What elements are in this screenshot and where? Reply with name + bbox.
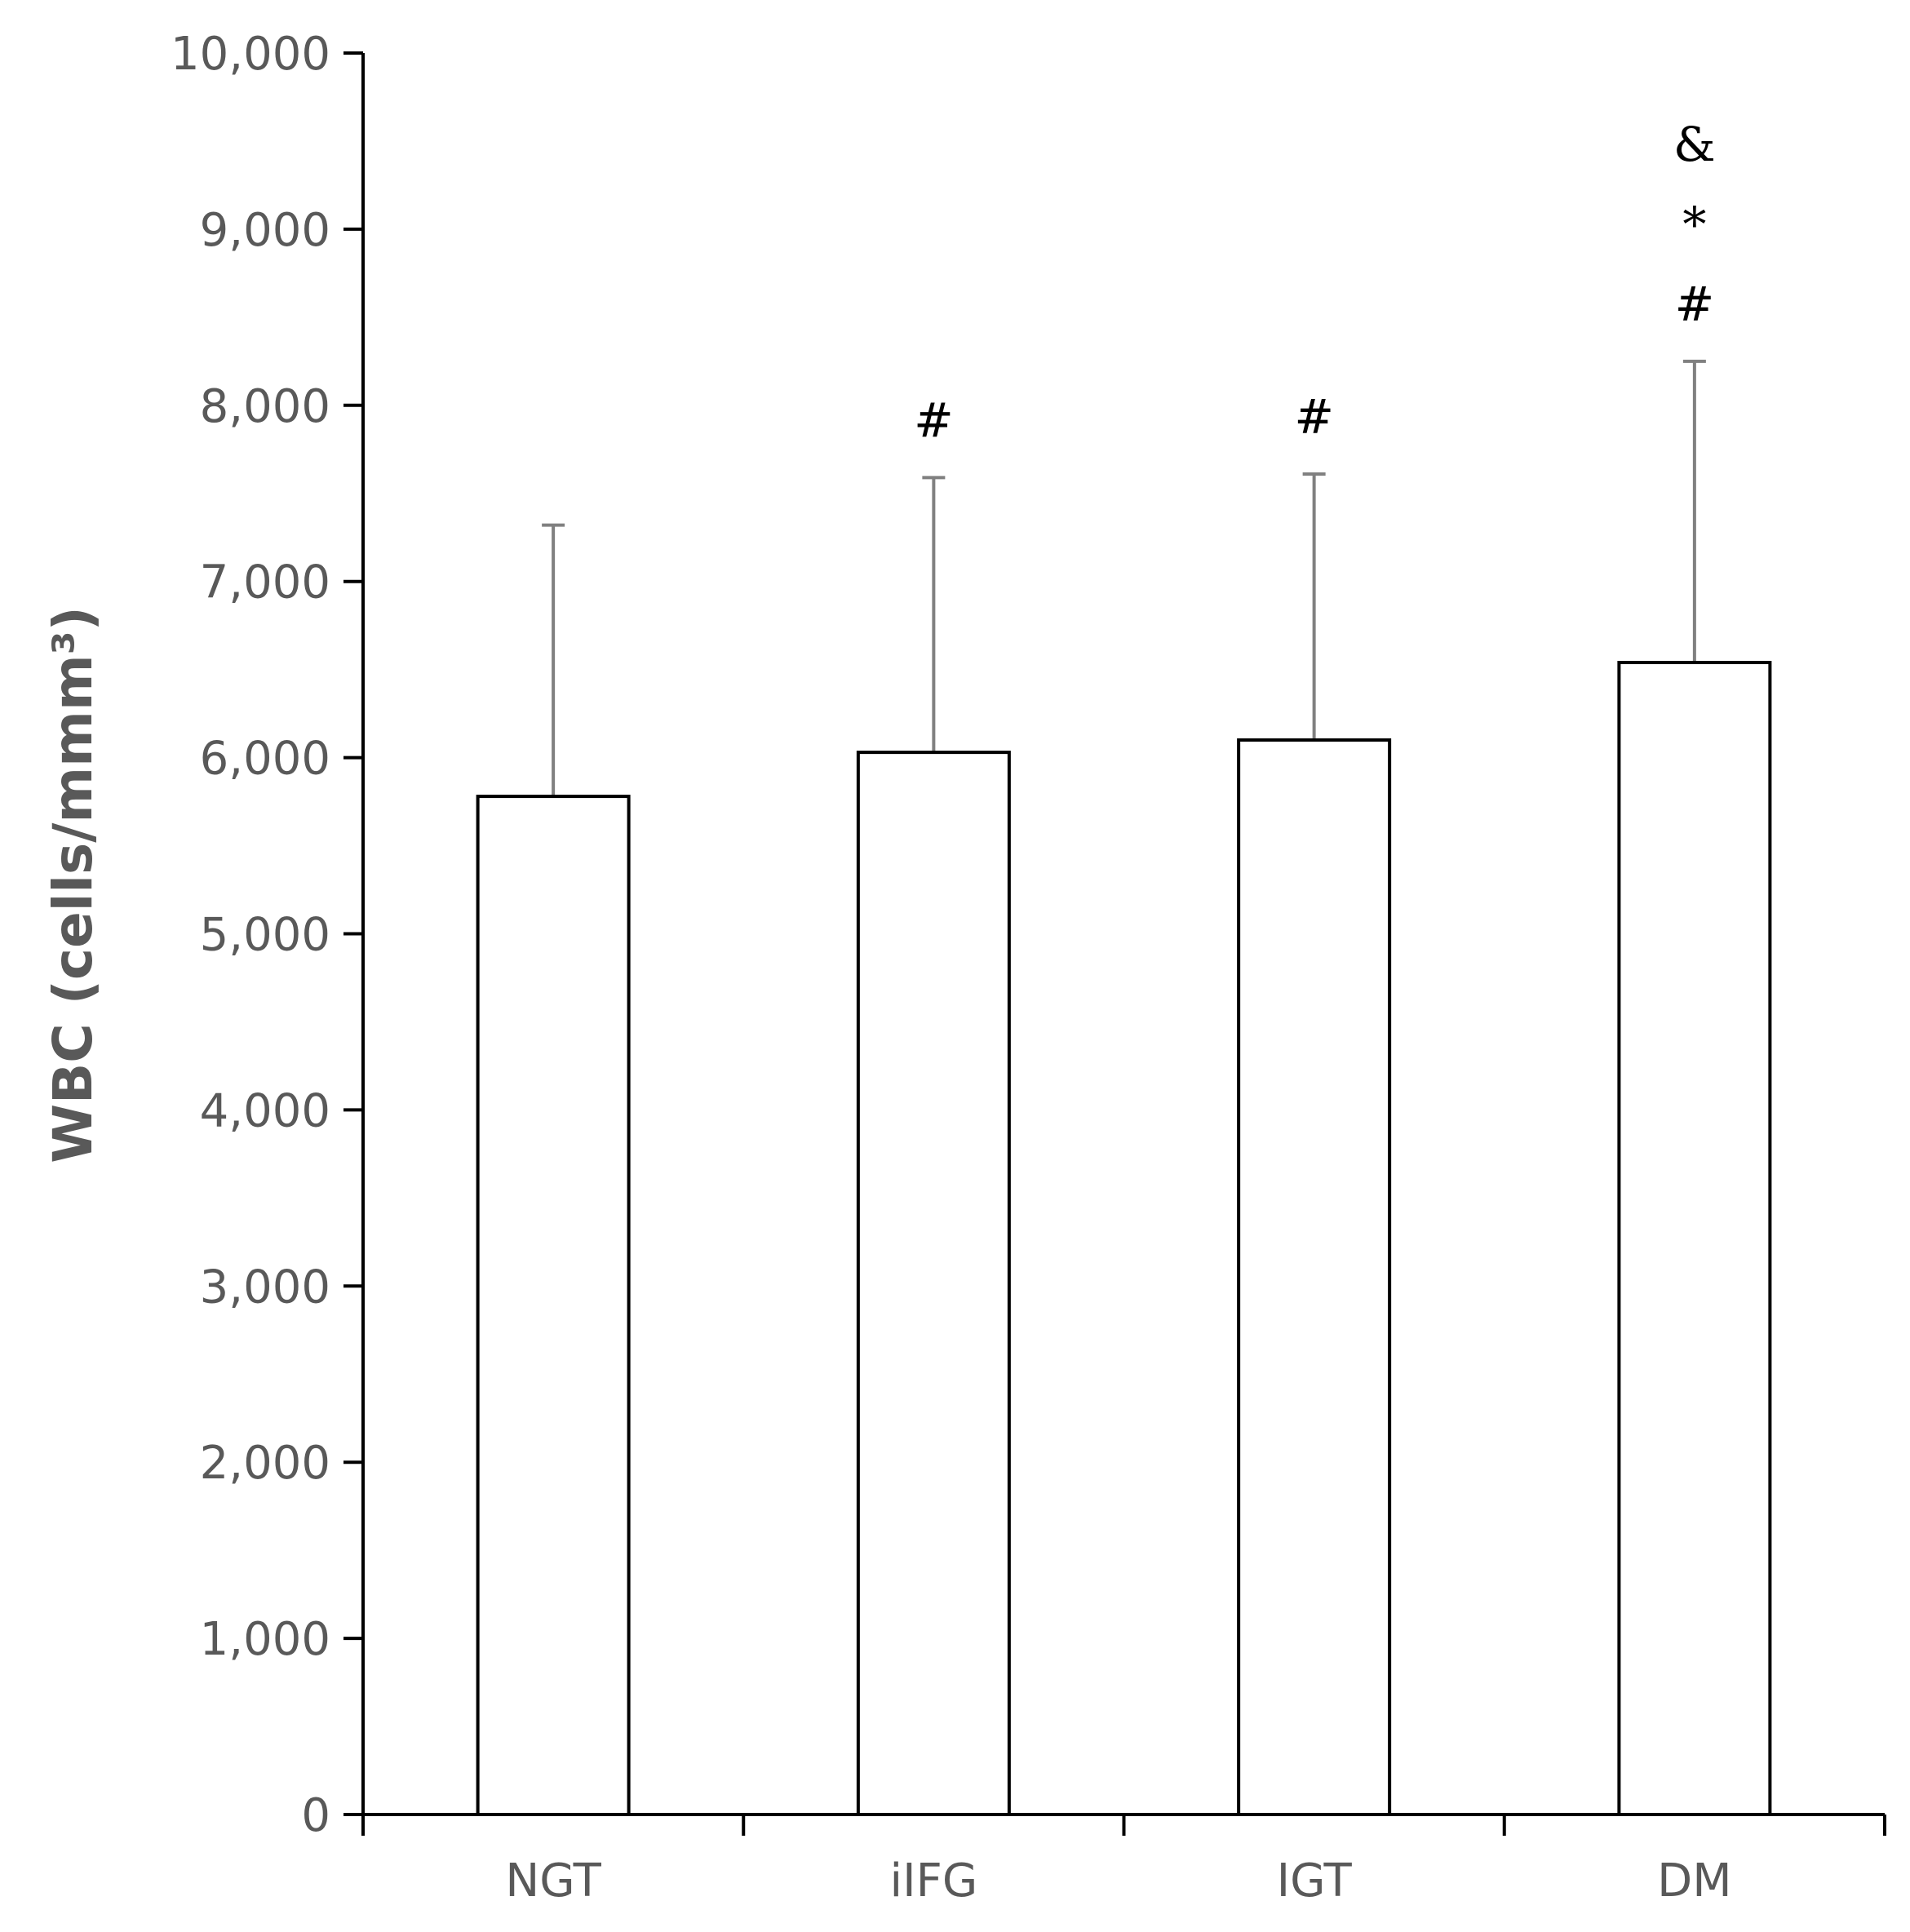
x-category-label: NGT — [505, 1854, 601, 1908]
y-axis-title: WBC (cells/mmm³) — [42, 606, 104, 1163]
y-tick-label: 6,000 — [200, 733, 330, 786]
y-tick-label: 10,000 — [171, 28, 330, 81]
bar-igt — [1237, 738, 1392, 1816]
x-category-label: DM — [1657, 1854, 1731, 1908]
significance-marker: # — [1294, 389, 1334, 445]
y-tick-label: 3,000 — [200, 1261, 330, 1314]
y-tick-label: 9,000 — [200, 204, 330, 257]
y-tick-label: 8,000 — [200, 380, 330, 433]
y-tick-label: 0 — [301, 1789, 330, 1842]
significance-marker: # — [914, 392, 954, 448]
x-category-label: IGT — [1277, 1854, 1353, 1908]
x-category-label: iIFG — [890, 1854, 978, 1908]
y-tick-label: 4,000 — [200, 1084, 330, 1137]
significance-marker: * — [1682, 197, 1706, 252]
bar-dm — [1617, 661, 1772, 1816]
significance-marker: # — [1675, 277, 1715, 332]
significance-marker: & — [1673, 117, 1716, 172]
bar-iifg — [856, 751, 1011, 1816]
plot-area: 0 1,000 2,000 3,000 4,000 5,000 6,000 7,000 8,00… — [171, 28, 1886, 1908]
y-tick-label: 1,000 — [200, 1613, 330, 1666]
y-tick-label: 5,000 — [200, 909, 330, 962]
bar-ngt — [476, 795, 631, 1816]
y-tick-label: 2,000 — [200, 1437, 330, 1490]
y-tick-label: 7,000 — [200, 556, 330, 609]
